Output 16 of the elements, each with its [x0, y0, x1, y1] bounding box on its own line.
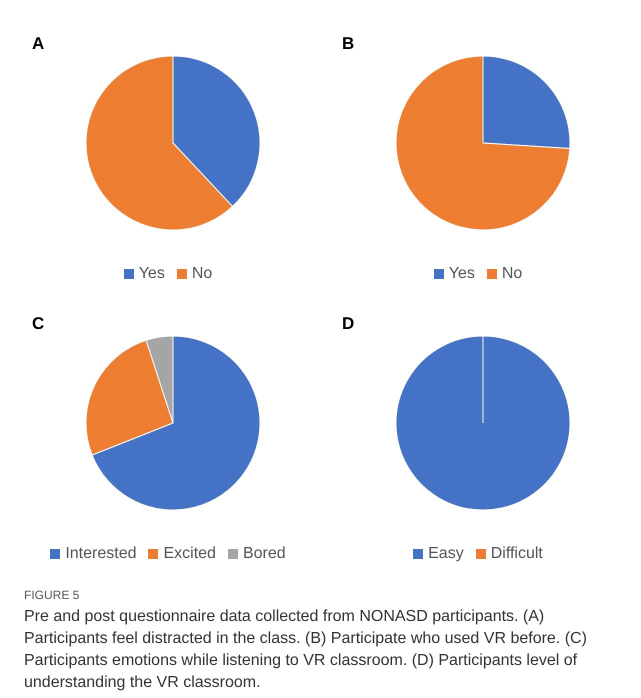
legend-label: No [500, 265, 522, 283]
legend-label: Difficult [490, 545, 543, 563]
legend-label: No [190, 265, 212, 283]
chart-title: C [32, 314, 44, 334]
chart-title: D [342, 314, 354, 334]
pie-slice [396, 56, 570, 230]
chart-title: B [342, 34, 354, 54]
legend-label: Excited [162, 545, 216, 563]
caption: FIGURE 5 [24, 588, 80, 602]
text: Pre and post questionnaire data collected from NONASD participants. (A) Participants feel distracted in the class. (B) Participate who used VR before. (C) Participants emotions while listening to VR classroom. (D) Participants level of understanding the VR classroom. [24, 607, 588, 693]
legend-label: Bored [242, 545, 286, 563]
legend-label: Yes [448, 265, 475, 283]
legend-label: Easy [427, 545, 464, 563]
legend-label: Interested [64, 545, 136, 563]
chart-title: A [32, 34, 44, 54]
legend-label: Yes [138, 265, 165, 283]
